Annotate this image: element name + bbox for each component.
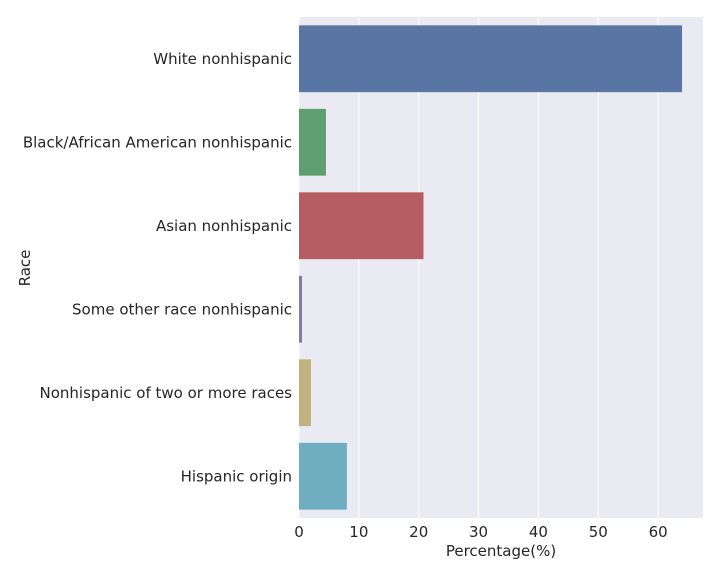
y-tick-label: White nonhispanic <box>153 50 292 68</box>
x-axis-title: Percentage(%) <box>446 542 556 560</box>
plot-background <box>299 17 703 518</box>
x-tick-label: 20 <box>409 523 428 541</box>
gridlines <box>298 17 659 518</box>
y-tick-label: Nonhispanic of two or more races <box>39 384 292 402</box>
bar-5 <box>299 442 347 510</box>
y-tick-labels: White nonhispanic Black/African American … <box>23 50 292 486</box>
x-tick-label: 30 <box>469 523 488 541</box>
bars <box>299 25 683 510</box>
x-tick-labels: 0 10 20 30 40 50 60 <box>294 523 667 541</box>
x-tick-label: 40 <box>529 523 548 541</box>
y-tick-label: Black/African American nonhispanic <box>23 133 292 151</box>
x-tick-label: 10 <box>349 523 368 541</box>
x-tick-label: 60 <box>649 523 668 541</box>
bar-1 <box>299 108 326 176</box>
x-tick-label: 0 <box>294 523 304 541</box>
y-tick-label: Hispanic origin <box>181 467 292 485</box>
bar-4 <box>299 359 311 427</box>
x-tick-label: 50 <box>589 523 608 541</box>
bar-2 <box>299 192 424 260</box>
y-axis-title: Race <box>16 250 34 287</box>
y-tick-label: Asian nonhispanic <box>156 217 292 235</box>
y-tick-label: Some other race nonhispanic <box>72 300 292 318</box>
bar-0 <box>299 25 683 93</box>
bar-3 <box>299 275 302 343</box>
